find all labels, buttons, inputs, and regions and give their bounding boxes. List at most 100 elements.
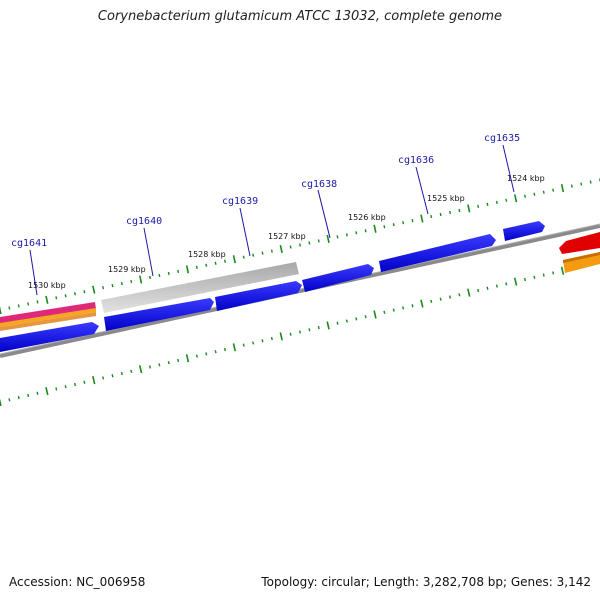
- outer-tick: [298, 243, 302, 247]
- magenta-feature[interactable]: [0, 302, 96, 324]
- inner-tick: [223, 347, 227, 352]
- outer-tick: [486, 202, 489, 206]
- genome-backbone: [0, 224, 600, 358]
- orange-feature-left-2[interactable]: [0, 312, 96, 331]
- inner-tick: [364, 315, 367, 319]
- inner-tick: [326, 321, 330, 330]
- outer-tick: [279, 244, 283, 254]
- inner-tick: [355, 317, 358, 321]
- inner-tick: [185, 354, 190, 363]
- outer-tick: [552, 188, 555, 192]
- inner-tick: [261, 339, 264, 343]
- outer-tick-ring: [0, 178, 600, 315]
- orange-feature-right[interactable]: [563, 252, 600, 273]
- gene-leader-cg1639: [239, 207, 251, 257]
- outer-tick: [570, 184, 573, 188]
- gene-feature-cg1639[interactable]: [215, 281, 302, 311]
- inner-tick: [279, 332, 283, 341]
- outer-tick: [336, 235, 339, 239]
- pseudo-gene-feature[interactable]: [101, 262, 299, 313]
- inner-tick: [486, 286, 489, 290]
- outer-tick: [185, 265, 190, 274]
- gene-feature-cg1635[interactable]: [503, 221, 545, 241]
- inner-tick-ring: [0, 260, 600, 407]
- kbp-label-1529: 1529 kbp: [108, 265, 146, 274]
- outer-tick: [205, 263, 208, 267]
- orange-feature-left-1[interactable]: [0, 308, 96, 327]
- outer-tick: [430, 214, 433, 219]
- inner-tick: [242, 343, 245, 347]
- inner-tick: [64, 385, 67, 389]
- inner-tick: [448, 295, 452, 299]
- outer-tick: [542, 190, 545, 194]
- inner-tick: [533, 275, 536, 279]
- inner-tick: [45, 386, 49, 396]
- gene-leader-cg1640: [143, 227, 154, 277]
- gene-feature-cg1640[interactable]: [104, 298, 214, 331]
- inner-tick: [289, 332, 292, 336]
- inner-tick: [120, 371, 123, 376]
- inner-tick: [36, 391, 39, 395]
- gene-feature-cg1638[interactable]: [302, 264, 374, 292]
- inner-tick: [270, 336, 273, 341]
- outer-tick: [345, 233, 348, 237]
- inner-tick: [308, 328, 311, 332]
- orange-feature-right-shade: [563, 252, 600, 263]
- inner-tick: [177, 358, 180, 363]
- gene-label-cg1636[interactable]: cg1636: [398, 155, 434, 166]
- inner-tick: [392, 308, 395, 312]
- outer-tick: [138, 275, 143, 284]
- outer-tick: [580, 182, 583, 186]
- inner-tick: [458, 293, 461, 297]
- inner-tick: [560, 266, 565, 275]
- outer-tick: [167, 271, 170, 276]
- outer-tick: [17, 304, 20, 308]
- inner-tick: [345, 319, 348, 323]
- outer-tick: [36, 300, 39, 304]
- outer-tick: [439, 212, 442, 217]
- inner-tick: [195, 354, 198, 358]
- outer-tick: [252, 253, 255, 257]
- gene-label-cg1635[interactable]: cg1635: [484, 133, 520, 144]
- outer-tick: [495, 200, 498, 204]
- kbp-label-1530: 1530 kbp: [28, 281, 66, 290]
- inner-tick: [402, 306, 405, 310]
- inner-tick: [252, 341, 255, 345]
- inner-tick: [167, 361, 170, 365]
- inner-tick: [495, 284, 498, 288]
- kbp-label-1524: 1524 kbp: [507, 174, 545, 183]
- outer-tick: [326, 234, 330, 243]
- outer-tick: [317, 239, 320, 243]
- gene-label-cg1639[interactable]: cg1639: [222, 196, 258, 207]
- outer-tick: [27, 302, 30, 306]
- outer-tick: [402, 221, 405, 225]
- outer-tick: [92, 285, 96, 294]
- outer-tick: [523, 194, 527, 198]
- outer-tick: [355, 231, 358, 235]
- gene-label-cg1641[interactable]: cg1641: [11, 238, 47, 249]
- outer-tick: [448, 210, 452, 215]
- outer-tick: [458, 208, 461, 213]
- gene-feature-cg1641[interactable]: [0, 322, 99, 352]
- gene-label-cg1640[interactable]: cg1640: [126, 216, 162, 227]
- footer-accession: Accession: NC_006958: [9, 575, 146, 589]
- gene-label-cg1638[interactable]: cg1638: [301, 179, 337, 190]
- inner-tick: [27, 393, 30, 398]
- gene-feature-cg1636[interactable]: [379, 234, 496, 272]
- inner-tick: [92, 376, 96, 385]
- outer-tick: [364, 229, 367, 233]
- outer-tick: [0, 306, 2, 315]
- outer-tick: [242, 255, 245, 259]
- outer-tick: [130, 279, 133, 284]
- inner-tick: [8, 398, 11, 402]
- inner-tick: [439, 297, 442, 301]
- outer-tick: [83, 290, 86, 294]
- inner-tick: [0, 398, 2, 407]
- inner-tick: [205, 352, 208, 356]
- outer-tick: [308, 241, 311, 245]
- red-feature[interactable]: [559, 232, 600, 254]
- inner-tick: [430, 299, 433, 303]
- inner-tick: [111, 374, 114, 378]
- inner-tick: [317, 326, 320, 330]
